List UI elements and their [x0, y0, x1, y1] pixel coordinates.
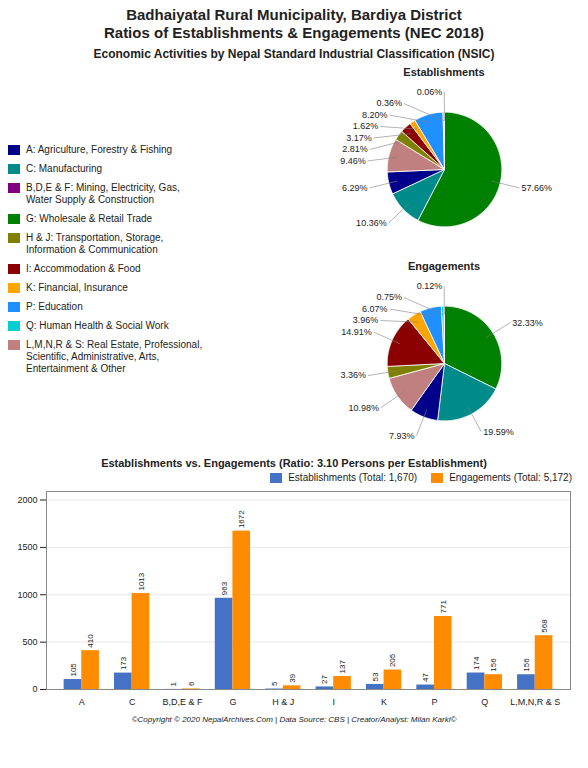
svg-text:1: 1 — [169, 681, 178, 686]
svg-text:57.66%: 57.66% — [522, 183, 553, 193]
svg-text:5: 5 — [270, 681, 279, 686]
svg-text:H & J: H & J — [272, 697, 294, 707]
svg-text:10.36%: 10.36% — [356, 218, 387, 228]
svg-text:156: 156 — [522, 658, 531, 672]
svg-text:105: 105 — [69, 663, 78, 677]
svg-text:1500: 1500 — [17, 542, 37, 552]
html-text:Q: Human Health & Social Work: Q: Human Health & Social Work — [26, 319, 169, 331]
svg-text:1.62%: 1.62% — [353, 121, 379, 131]
svg-text:7.93%: 7.93% — [389, 431, 415, 441]
html-text:B,D,E & F: Mining, Electricity: B,D,E & F: Mining, Electricity, Gas, Wat… — [26, 181, 180, 205]
html-text:A: Agriculture, Forestry & Fis: A: Agriculture, Forestry & Fishing — [26, 143, 173, 155]
svg-text:137: 137 — [338, 660, 347, 674]
svg-text:0.06%: 0.06% — [417, 87, 443, 97]
svg-text:1013: 1013 — [137, 572, 146, 590]
svg-text:10.98%: 10.98% — [348, 403, 379, 413]
svg-text:K: K — [381, 697, 387, 707]
html-text:C: Manufacturing: C: Manufacturing — [26, 162, 103, 174]
svg-text:500: 500 — [22, 637, 37, 647]
svg-text:27: 27 — [320, 674, 329, 683]
svg-text:47: 47 — [421, 673, 430, 682]
html-text:Establishments: Establishments — [403, 66, 485, 78]
svg-text:53: 53 — [371, 672, 380, 681]
svg-text:771: 771 — [439, 600, 448, 614]
svg-text:P: P — [431, 697, 437, 707]
svg-text:C: C — [129, 697, 136, 707]
svg-text:568: 568 — [540, 619, 549, 633]
svg-text:A: A — [79, 697, 85, 707]
svg-text:39: 39 — [288, 673, 297, 682]
svg-text:19.59%: 19.59% — [483, 426, 514, 436]
svg-text:14.91%: 14.91% — [341, 327, 372, 337]
svg-text:6: 6 — [187, 681, 196, 686]
svg-text:8.20%: 8.20% — [362, 110, 388, 120]
svg-text:L,M,N,R & S: L,M,N,R & S — [510, 697, 560, 707]
svg-text:0.75%: 0.75% — [376, 292, 402, 302]
html-text:P: Education: P: Education — [26, 300, 83, 312]
svg-text:963: 963 — [220, 581, 229, 595]
svg-text:173: 173 — [119, 656, 128, 670]
svg-text:3.96%: 3.96% — [353, 315, 379, 325]
svg-text:G: G — [229, 697, 236, 707]
svg-text:0.12%: 0.12% — [417, 281, 443, 291]
html-text:Engagements: Engagements — [407, 260, 481, 272]
svg-text:Q: Q — [481, 697, 488, 707]
svg-text:205: 205 — [388, 653, 397, 667]
svg-text:32.33%: 32.33% — [512, 318, 543, 328]
svg-text:2000: 2000 — [17, 495, 37, 505]
html-text:©Copyright © 2020 NepalArchive: ©Copyright © 2020 NepalArchives.Com | Da… — [131, 715, 457, 724]
svg-text:1672: 1672 — [237, 510, 246, 528]
svg-text:174: 174 — [472, 656, 481, 670]
html-text:I: Accommodation & Food: I: Accommodation & Food — [26, 262, 141, 274]
svg-text:156: 156 — [489, 658, 498, 672]
svg-text:2.81%: 2.81% — [342, 144, 368, 154]
html-text:Badhaiyatal Rural Municipality: Badhaiyatal Rural Municipality, Bardiya … — [126, 6, 462, 23]
svg-text:410: 410 — [86, 634, 95, 648]
html-text:G: Wholesale & Retail Trade: G: Wholesale & Retail Trade — [26, 212, 153, 224]
svg-text:9.46%: 9.46% — [340, 156, 366, 166]
svg-text:6.07%: 6.07% — [362, 304, 388, 314]
svg-text:6.29%: 6.29% — [342, 183, 368, 193]
svg-text:0: 0 — [32, 684, 37, 694]
html-text:Establishments vs. Engagements: Establishments vs. Engagements (Ratio: 3… — [101, 457, 487, 469]
svg-text:B,D,E & F: B,D,E & F — [163, 697, 204, 707]
svg-text:1000: 1000 — [17, 590, 37, 600]
html-text:H & J: Transportation, Storage: H & J: Transportation, Storage, Informat… — [26, 231, 164, 255]
svg-text:3.17%: 3.17% — [346, 133, 372, 143]
html-text:L,M,N,R & S: Real Estate, Prof: L,M,N,R & S: Real Estate, Professional, … — [26, 338, 203, 374]
html-text:Establishments (Total: 1,670): Establishments (Total: 1,670) — [288, 472, 418, 483]
svg-text:0.36%: 0.36% — [376, 98, 402, 108]
html-text:K: Financial, Insurance: K: Financial, Insurance — [26, 281, 128, 293]
svg-text:I: I — [332, 697, 335, 707]
html-text:Ratios of Establishments & Eng: Ratios of Establishments & Engagements (… — [104, 24, 484, 41]
html-text:Economic Activities by Nepal S: Economic Activities by Nepal Standard In… — [93, 47, 495, 61]
html-text:Engagements (Total: 5,172): Engagements (Total: 5,172) — [449, 472, 572, 483]
svg-text:3.36%: 3.36% — [341, 370, 367, 380]
